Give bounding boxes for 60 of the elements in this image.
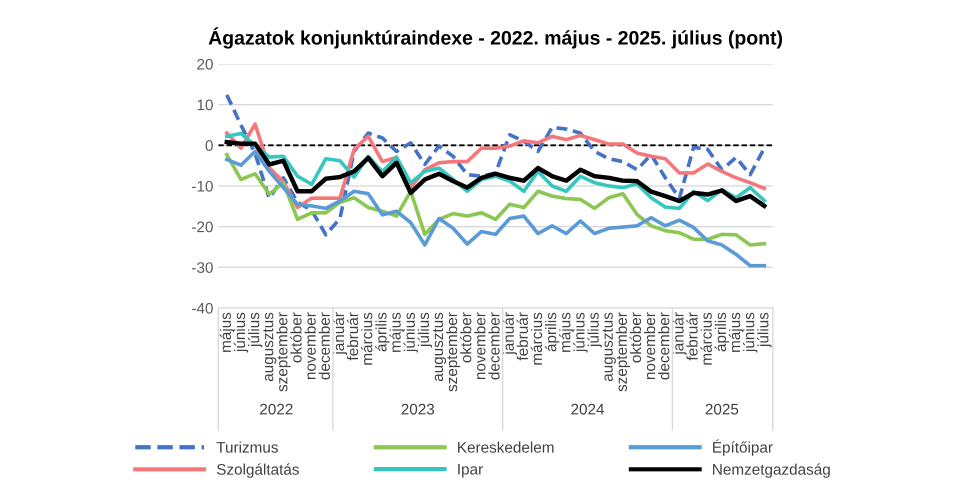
x-tick-label: március	[360, 312, 372, 365]
x-tick-label: február	[516, 312, 528, 360]
x-tick-label: szeptember	[446, 312, 460, 392]
line-series	[225, 93, 766, 237]
text: 2023	[402, 404, 434, 415]
x-tick-label: március	[700, 312, 712, 365]
x-tick-label: október	[290, 312, 302, 362]
x-tick-label: június	[742, 312, 758, 352]
legend-label: Kereskedelem	[458, 442, 554, 453]
x-tick-label: május	[559, 312, 574, 352]
x-tick-label: október	[460, 312, 472, 362]
x-tick-label: augusztus	[263, 312, 276, 382]
y-tick-label: 0	[206, 140, 213, 151]
x-tick-label: július	[248, 312, 262, 348]
y-tick-label: 20	[197, 58, 213, 70]
text: 2024	[571, 404, 604, 415]
x-tick-label: november	[474, 312, 486, 380]
x-tick-label: január	[672, 312, 687, 355]
chart-title: Ágazatok konjunktúraindexe - 2022. május - 2025. július (pont)	[208, 27, 782, 49]
x-tick-label: január	[332, 312, 348, 355]
x-tick-label: november	[644, 312, 656, 380]
x-tick-label: február	[346, 312, 358, 360]
y-tick-label: 10	[198, 100, 213, 110]
x-tick-label: október	[630, 312, 642, 362]
legend-label: Ipar	[458, 464, 483, 478]
text: 2025	[706, 404, 738, 415]
line-series	[225, 150, 766, 268]
legend-label: Építőipar	[713, 439, 773, 456]
x-tick-label: július	[587, 312, 602, 348]
line-series	[225, 152, 766, 247]
x-tick-label: április	[544, 312, 560, 352]
x-tick-label: május	[220, 312, 234, 352]
x-tick-label: július	[418, 312, 432, 348]
x-tick-label: június	[573, 312, 588, 352]
x-tick-label: április	[375, 312, 390, 352]
x-tick-label: szeptember	[616, 312, 630, 392]
x-tick-label: augusztus	[433, 312, 446, 382]
y-tick-label: -20	[192, 222, 213, 232]
x-tick-label: szeptember	[276, 312, 291, 392]
y-tick-label: -30	[192, 262, 213, 274]
x-tick-label: március	[530, 312, 542, 365]
x-tick-label: január	[502, 312, 517, 355]
x-tick-label: június	[234, 312, 248, 352]
y-tick-label: -10	[192, 180, 213, 192]
x-tick-label: február	[686, 312, 698, 360]
x-tick-label: június	[403, 312, 418, 352]
x-tick-label: december	[488, 312, 500, 380]
y-tick-label: -40	[192, 302, 213, 314]
x-tick-label: december	[658, 312, 670, 380]
legend-label: Szolgáltatás	[216, 463, 299, 478]
x-tick-label: május	[728, 312, 744, 352]
x-tick-label: május	[389, 312, 404, 352]
legend-label: Turizmus	[216, 442, 278, 453]
legend-label: Nemzetgazdaság	[713, 463, 830, 478]
x-tick-label: április	[714, 312, 730, 352]
x-tick-label: augusztus	[602, 312, 616, 382]
x-tick-label: július	[757, 312, 772, 348]
x-tick-label: december	[318, 312, 330, 380]
text: 2022	[260, 404, 293, 415]
x-tick-label: november	[304, 312, 316, 380]
